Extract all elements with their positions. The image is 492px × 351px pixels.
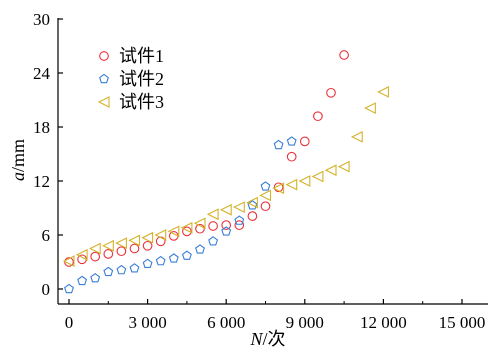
data-point (129, 243, 140, 254)
data-point (128, 234, 141, 247)
data-point (155, 255, 166, 266)
data-point (219, 203, 232, 216)
data-point (208, 236, 219, 246)
y-tick-label: 0 (42, 280, 51, 299)
data-points (62, 50, 389, 294)
series-1 (64, 50, 349, 267)
series-3 (62, 86, 389, 267)
data-point (364, 102, 376, 114)
data-point (75, 248, 88, 261)
x-tick-label: 9 000 (286, 313, 324, 332)
data-point (116, 246, 127, 257)
x-tick-label: 0 (65, 313, 74, 332)
data-point (260, 201, 271, 212)
data-point (286, 151, 297, 162)
xlabel-unit: /次 (263, 329, 286, 349)
y-tick-label: 18 (33, 118, 50, 137)
data-point (337, 160, 350, 173)
data-point (286, 136, 297, 146)
legend-entry-3: 试件3 (97, 92, 164, 112)
series-2 (64, 136, 297, 294)
axes (57, 18, 488, 305)
legend-label: 试件3 (119, 92, 164, 112)
data-point (90, 251, 101, 262)
ylabel-variable: a (8, 172, 28, 181)
data-point (154, 229, 167, 241)
data-point (90, 273, 101, 283)
data-point (115, 237, 127, 249)
data-point (311, 170, 324, 183)
data-point (181, 250, 192, 260)
legend-entry-2: 试件2 (99, 69, 164, 89)
data-point (273, 139, 284, 150)
data-point (195, 244, 205, 254)
y-tick-label: 24 (33, 64, 51, 83)
data-point (326, 87, 336, 98)
x-axis-title: N/次 (249, 329, 285, 349)
legend-entry-1: 试件1 (99, 46, 164, 66)
data-point (168, 253, 179, 263)
legend-label: 试件1 (119, 46, 164, 66)
data-point (195, 223, 205, 234)
data-point (167, 225, 180, 238)
data-point (233, 201, 245, 213)
data-point (141, 231, 154, 244)
xlabel-variable: N (249, 329, 263, 349)
data-point (259, 189, 272, 202)
legend-label: 试件2 (119, 69, 164, 89)
data-point (285, 178, 298, 191)
y-tick-label: 12 (33, 172, 50, 191)
y-tick-label: 6 (42, 226, 51, 245)
data-point (324, 164, 337, 177)
data-point (77, 275, 88, 286)
data-point (208, 221, 218, 231)
x-tick-label: 12 000 (360, 313, 407, 332)
data-point (377, 86, 389, 98)
data-point (180, 221, 193, 234)
legend-marker (99, 51, 109, 61)
data-point (62, 255, 75, 267)
data-point (206, 208, 219, 221)
x-tick-label: 6 000 (207, 313, 245, 332)
data-point (234, 215, 245, 225)
data-point (234, 220, 245, 230)
data-point (298, 175, 311, 187)
data-point (246, 196, 258, 209)
y-axis-title: a/mm (8, 139, 28, 181)
data-point (102, 239, 114, 252)
data-point (350, 131, 363, 143)
data-point (339, 50, 349, 60)
data-point (193, 217, 206, 230)
ticks: 0 6 12 18 24 30 0 3 000 6 000 9 000 12 000 15 000 (33, 10, 485, 332)
data-point (299, 136, 310, 147)
legend-marker (99, 73, 109, 84)
y-tick-label: 30 (33, 10, 50, 29)
data-point (116, 264, 127, 275)
data-point (103, 266, 114, 277)
data-point (64, 283, 74, 294)
data-point (272, 182, 285, 195)
legend: 试件1 试件2 试件3 (97, 46, 164, 112)
legend-marker (97, 96, 110, 108)
x-tick-label: 3 000 (128, 313, 166, 332)
data-point (155, 236, 166, 247)
data-point (103, 249, 114, 259)
data-point (221, 220, 232, 230)
x-tick-label: 15 000 (439, 313, 486, 332)
ylabel-unit: /mm (8, 139, 28, 172)
data-point (142, 258, 153, 269)
data-point (313, 111, 323, 122)
data-point (142, 240, 153, 251)
data-point (260, 181, 271, 191)
data-point (247, 211, 258, 221)
data-point (221, 226, 232, 236)
data-point (182, 226, 192, 237)
data-point (88, 242, 101, 255)
data-point (129, 263, 140, 273)
